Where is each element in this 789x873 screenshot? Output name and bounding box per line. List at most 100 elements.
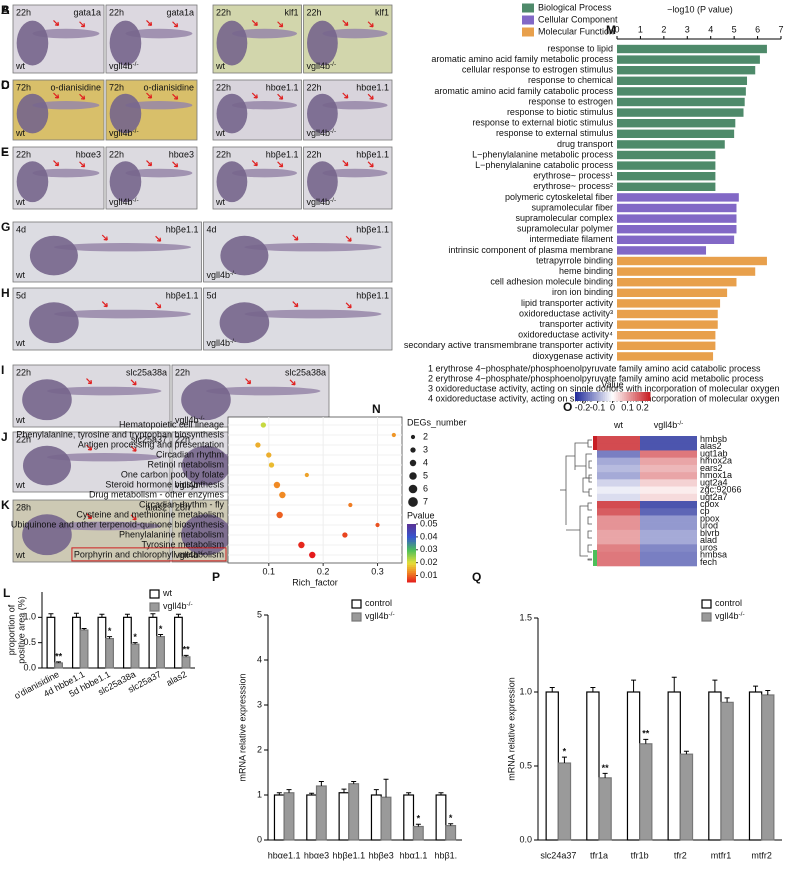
heatmap-cell — [597, 551, 640, 560]
heatmap-cell — [640, 472, 697, 480]
arrow — [251, 19, 258, 26]
bar — [557, 762, 572, 841]
genotype-label: vgll4b-/- — [109, 61, 139, 72]
error-bar — [383, 778, 389, 798]
category-label: Drug metabolism - other enzymes — [89, 489, 225, 499]
colorbar-swatch — [407, 554, 416, 558]
panel-letter: L — [3, 586, 10, 600]
error-bar — [590, 687, 596, 692]
x-axis-label: −log10 (P value) — [667, 4, 733, 14]
category-label: response to chemical — [528, 75, 613, 85]
category-label: intermediate filament — [529, 234, 613, 244]
bar — [617, 256, 767, 266]
error-bar — [671, 676, 677, 692]
genotype-label: vgll4b-/- — [175, 550, 205, 561]
size-legend-dot — [410, 447, 416, 453]
genotype-label-main: wt — [15, 550, 25, 560]
colorbar-swatch — [407, 545, 416, 548]
arrow — [367, 161, 374, 168]
probe-label: hbβe1.1 — [356, 149, 389, 159]
panel-letter: A — [1, 3, 10, 17]
colorbar-swatch — [621, 392, 625, 401]
bar — [617, 246, 707, 255]
arrow — [251, 92, 258, 99]
x-tick-label: tfr1b — [631, 850, 649, 860]
genotype-label-main: vgll4b — [109, 128, 133, 138]
colorbar-swatch — [610, 392, 613, 401]
colorbar-tick-label: 0.2 — [636, 402, 649, 412]
category-label: supramolecular polymer — [517, 224, 613, 234]
colorbar-swatch — [603, 392, 606, 401]
stage-label: 22h — [216, 82, 231, 92]
error-bar — [56, 661, 62, 663]
colorbar-swatch — [601, 392, 604, 401]
arrow — [86, 378, 93, 385]
bar — [348, 783, 360, 841]
arrow — [172, 161, 179, 168]
y-tick-label: 2 — [257, 744, 262, 754]
x-tick-label: hbβ1. — [434, 850, 457, 860]
bubble — [279, 491, 286, 499]
category-label: supramolecular fiber — [531, 202, 613, 212]
embryo-body — [53, 243, 192, 252]
bar — [617, 87, 746, 96]
embryo-body — [125, 168, 193, 178]
legend-swatch — [351, 612, 362, 622]
category-label: cell adhesion molecule binding — [490, 277, 613, 287]
arrow — [86, 513, 93, 520]
probe-label: hbαe1.1 — [356, 82, 389, 92]
bar — [617, 44, 767, 54]
error-bar — [351, 781, 357, 784]
x-tick-label: 3 — [685, 24, 690, 34]
panel-letter: B — [1, 3, 10, 17]
genotype-label: wt — [215, 128, 225, 138]
colorbar-swatch — [407, 549, 416, 552]
size-legend-label: 2 — [423, 431, 428, 441]
error-bar — [643, 738, 649, 744]
colorbar-swatch — [407, 576, 416, 579]
bar — [122, 616, 132, 669]
embryo-head — [216, 93, 248, 134]
legend-label-sup: -/- — [389, 611, 395, 618]
legend-swatch — [701, 612, 712, 622]
legend-swatch — [351, 599, 362, 609]
embryo-head — [307, 20, 338, 66]
row-label: ugt2a4 — [700, 477, 728, 487]
arrow — [292, 301, 299, 308]
colorbar-swatch — [584, 392, 587, 401]
bar — [598, 777, 612, 841]
colorbar-tick-label: -0.2 — [575, 402, 591, 412]
genotype-label-sup: -/- — [230, 270, 236, 277]
bubble — [268, 462, 275, 468]
colorbar-tick-label: 0.03 — [420, 544, 438, 554]
significance: * — [449, 813, 453, 823]
stage-label: 72h — [16, 82, 31, 92]
category-label: response to biotic stimulus — [507, 107, 614, 117]
heatmap-cell — [640, 551, 697, 560]
probe-label: hbβe1.1 — [166, 290, 199, 300]
row-label: alas2 — [700, 441, 722, 451]
column-label-sup: -/- — [677, 420, 683, 427]
row-label: cpox — [700, 499, 720, 509]
bar — [617, 320, 718, 329]
y-tick-label: 3 — [257, 699, 262, 709]
panel-letter: H — [1, 286, 10, 300]
genotype-label: wt — [215, 197, 225, 207]
bar — [617, 97, 745, 107]
y-tick-label: 1.0 — [23, 612, 36, 622]
panel-letter: K — [1, 498, 10, 512]
x-tick-label: hbα1.1 — [400, 850, 428, 860]
legend-swatch — [149, 589, 160, 599]
category-label: response to external stimulus — [496, 128, 614, 138]
genotype-label: vgll4b-/- — [207, 270, 237, 281]
bar — [545, 691, 559, 841]
y-axis-label: positive area (%) — [16, 596, 26, 664]
embryo-body — [32, 101, 100, 110]
significance: * — [108, 626, 112, 636]
arrow — [53, 160, 60, 167]
genotype-label: wt — [15, 128, 25, 138]
arrow — [289, 379, 296, 386]
error-bar — [753, 685, 759, 692]
colorbar-swatch — [575, 392, 578, 401]
bubble — [309, 551, 316, 559]
